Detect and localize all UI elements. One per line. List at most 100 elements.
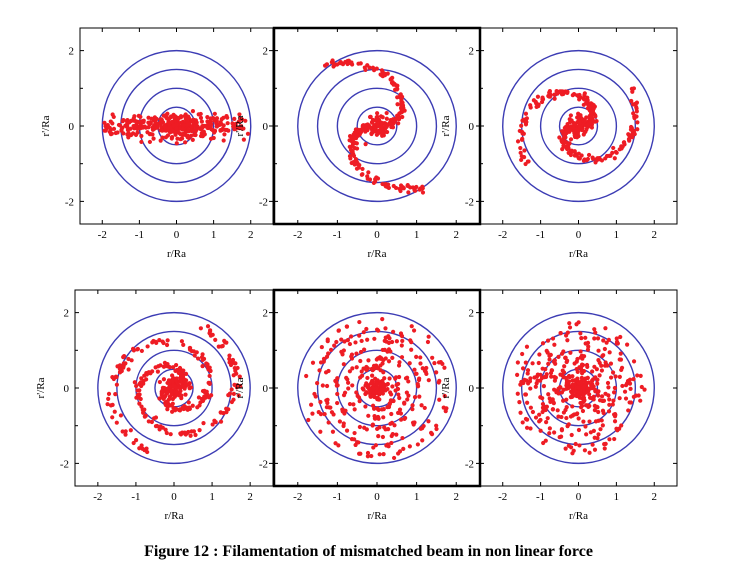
particle [411,328,417,333]
particle [208,116,213,121]
particle [385,183,390,188]
particle [355,133,361,138]
particle [515,139,521,144]
particle [375,426,380,432]
particle [190,137,195,142]
particle [546,361,551,366]
particle [558,372,563,377]
particle [578,380,584,385]
particle [128,428,133,433]
y-axis-label: r'/Ra [234,115,246,136]
particle [396,117,402,122]
particle [617,396,622,401]
particle [547,94,553,99]
particle [352,430,357,436]
particle [578,349,583,354]
particle [374,365,380,370]
particle [437,397,442,402]
particle [535,372,540,377]
particle [147,139,153,145]
y-tick-label: 0 [64,383,70,395]
particle [168,130,173,135]
particle [572,149,577,154]
particle [619,423,624,428]
particle [192,353,197,358]
particle [306,417,311,423]
particle [607,402,612,407]
particle [617,426,622,431]
particle [158,138,163,143]
particle [232,116,237,122]
particle [186,127,191,132]
particle [389,339,395,345]
particle [525,371,530,376]
particle [189,348,194,354]
particle [335,376,340,381]
particle [568,113,573,118]
particle [144,446,149,451]
particle [167,378,173,383]
y-tick-label: -2 [259,458,268,470]
particle [352,407,357,412]
particle [571,121,576,126]
particle [137,388,142,393]
y-tick-label: 0 [469,383,475,395]
particle [580,362,586,368]
particle [325,339,330,344]
particle [518,145,523,151]
particle [585,375,590,381]
particle [632,132,637,137]
particle [149,116,154,121]
particle [422,405,427,411]
particle [376,407,381,412]
particle [358,358,363,364]
particle [126,367,131,372]
particle [151,416,157,421]
particle [596,432,601,437]
particle [520,420,525,425]
particle [113,392,118,397]
particle [326,420,331,425]
particle [194,127,199,133]
y-tick-label: 2 [469,308,475,320]
particle [414,184,419,190]
particle [348,61,353,66]
particle [396,451,401,456]
particle [181,123,186,128]
particle [420,190,426,195]
particle [106,396,111,401]
particle [181,406,186,412]
particle [528,386,533,391]
particle [633,393,639,398]
y-tick-label: 0 [469,121,475,133]
particle [129,132,134,138]
particle [383,388,388,393]
particle [221,138,226,143]
particle [625,342,630,347]
particle [230,357,236,363]
particle [443,408,448,414]
particle [631,86,636,91]
particle [602,346,607,352]
particle [409,324,414,329]
particle [351,153,357,158]
particle [193,123,198,128]
particle [553,361,558,366]
particle [406,379,411,384]
particle [607,350,612,355]
x-tick-label: 1 [211,229,217,241]
particle [334,339,339,345]
particle [599,394,605,399]
particle [557,135,562,140]
particle [612,156,617,161]
particle [572,129,577,134]
particle [239,124,244,129]
y-tick-label: 2 [263,308,269,320]
particle [596,409,601,415]
particle [623,383,629,388]
particle [119,368,124,374]
particle [170,409,175,414]
particle [198,111,203,117]
particle [410,185,416,190]
particle [189,124,194,129]
